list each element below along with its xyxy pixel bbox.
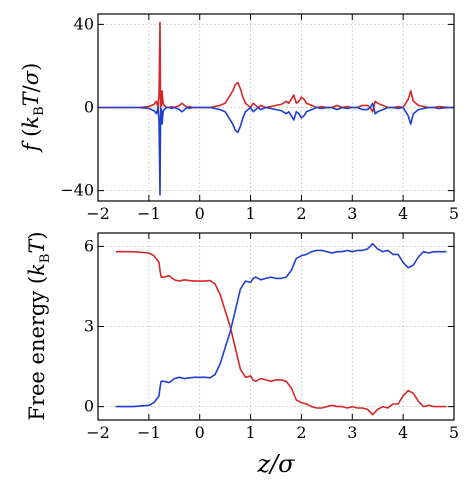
- x-tick-label: 0: [195, 423, 205, 442]
- top-tick-labels: −2 −1 0 1 2 3 4 5 −40 0 40: [60, 14, 459, 223]
- y-tick-label: 6: [84, 236, 94, 255]
- y-tick-label: 3: [84, 317, 94, 336]
- x-tick-label: 2: [296, 423, 306, 442]
- x-tick-label: −1: [137, 423, 161, 442]
- top-frame: [97, 13, 455, 202]
- bottom-tick-labels: −2 −1 0 1 2 3 4 5 0 3 6: [84, 236, 459, 442]
- top-panel: −2 −1 0 1 2 3 4 5 −40 0 40 f (kBT/σ): [19, 13, 459, 223]
- x-tick-label: 4: [398, 423, 408, 442]
- y-tick-label: 0: [84, 98, 94, 117]
- x-tick-label: 3: [347, 423, 357, 442]
- bottom-x-axis-label: z/σ: [256, 450, 295, 478]
- top-series: [98, 21, 454, 196]
- x-tick-label: 1: [245, 423, 255, 442]
- top-y-axis-label: f (kBT/σ): [19, 63, 47, 154]
- x-tick-label: 4: [398, 204, 408, 223]
- x-tick-label: 1: [245, 204, 255, 223]
- red-series-line: [115, 250, 447, 416]
- y-tick-label: 0: [84, 397, 94, 416]
- x-tick-label: −2: [86, 204, 110, 223]
- bottom-y-axis-label: Free energy (kBT): [25, 231, 53, 420]
- blue-series-line: [115, 242, 447, 408]
- bottom-frame: [97, 232, 455, 421]
- red-series-line: [98, 21, 454, 113]
- x-tick-label: 5: [449, 204, 459, 223]
- x-tick-label: −2: [86, 423, 110, 442]
- bottom-series: [115, 242, 447, 416]
- y-tick-label: −40: [60, 181, 94, 200]
- x-tick-label: −1: [137, 204, 161, 223]
- blue-series-line: [98, 102, 454, 196]
- x-tick-label: 0: [195, 204, 205, 223]
- bottom-panel: −2 −1 0 1 2 3 4 5 0 3 6 Free energy (kBT) z/σ: [25, 231, 459, 478]
- x-tick-label: 5: [449, 423, 459, 442]
- y-tick-label: 40: [74, 14, 94, 33]
- x-tick-label: 3: [347, 204, 357, 223]
- x-tick-label: 2: [296, 204, 306, 223]
- bottom-grid: [98, 233, 454, 420]
